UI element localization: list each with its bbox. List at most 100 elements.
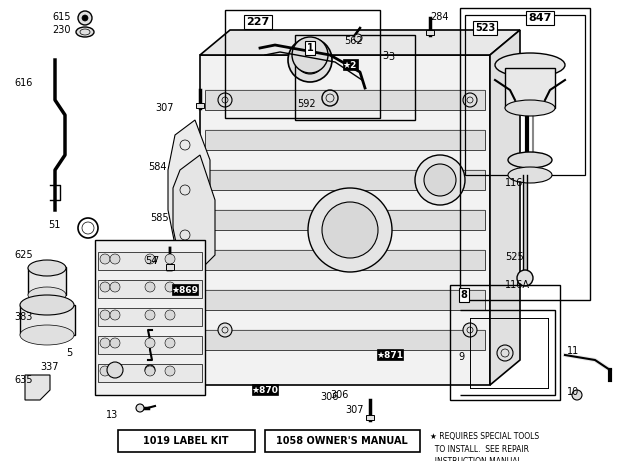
Ellipse shape: [28, 260, 66, 276]
Text: 523: 523: [475, 23, 495, 33]
Circle shape: [165, 254, 175, 264]
Circle shape: [308, 188, 392, 272]
Bar: [95, 240, 205, 395]
Bar: [205, 130, 485, 150]
Circle shape: [572, 390, 582, 400]
Circle shape: [145, 366, 155, 376]
Circle shape: [218, 93, 232, 107]
Circle shape: [145, 365, 155, 375]
Circle shape: [145, 338, 155, 348]
Circle shape: [218, 323, 232, 337]
Text: 306: 306: [330, 390, 348, 400]
Ellipse shape: [508, 167, 552, 183]
Circle shape: [107, 362, 123, 378]
Text: 5: 5: [66, 348, 73, 358]
Text: ★ REQUIRES SPECIAL TOOLS
  TO INSTALL.  SEE REPAIR
  INSTRUCTION MANUAL.: ★ REQUIRES SPECIAL TOOLS TO INSTALL. SEE…: [430, 432, 539, 461]
Polygon shape: [200, 30, 520, 55]
Ellipse shape: [495, 53, 565, 77]
Bar: [118, 430, 255, 452]
Text: 1019 LABEL KIT: 1019 LABEL KIT: [143, 436, 229, 446]
Bar: [98, 336, 202, 354]
Circle shape: [292, 37, 328, 73]
Bar: [205, 170, 485, 190]
Text: 3: 3: [382, 51, 388, 61]
Circle shape: [82, 15, 88, 21]
Circle shape: [165, 282, 175, 292]
Circle shape: [145, 282, 155, 292]
Bar: [98, 280, 202, 298]
Circle shape: [100, 338, 110, 348]
Circle shape: [110, 282, 120, 292]
Bar: [366, 415, 374, 420]
Circle shape: [463, 323, 477, 337]
Text: 54: 54: [145, 256, 157, 266]
Bar: [20, 305, 75, 335]
Bar: [166, 264, 174, 270]
Text: ★2: ★2: [343, 60, 357, 70]
Text: 562: 562: [344, 36, 363, 46]
Polygon shape: [168, 120, 210, 255]
Polygon shape: [173, 155, 215, 270]
Polygon shape: [490, 30, 520, 385]
Circle shape: [296, 46, 324, 74]
Circle shape: [136, 404, 144, 412]
Text: 307: 307: [155, 103, 174, 113]
Text: 13: 13: [106, 410, 118, 420]
Text: 9: 9: [458, 352, 464, 362]
Bar: [342, 59, 358, 71]
Circle shape: [145, 310, 155, 320]
Bar: [205, 250, 485, 270]
Circle shape: [110, 366, 120, 376]
Ellipse shape: [505, 100, 555, 116]
Ellipse shape: [28, 287, 66, 303]
Text: 592: 592: [297, 99, 316, 109]
Bar: [295, 35, 415, 120]
Text: 585: 585: [150, 213, 169, 223]
Bar: [98, 252, 202, 270]
Polygon shape: [25, 375, 50, 400]
Text: 306: 306: [320, 392, 339, 402]
Text: 1058 OWNER'S MANUAL: 1058 OWNER'S MANUAL: [276, 436, 408, 446]
Bar: [200, 55, 490, 385]
Text: 1: 1: [307, 43, 313, 53]
Text: 525: 525: [505, 252, 524, 262]
Bar: [426, 30, 434, 35]
Text: 616: 616: [14, 78, 32, 88]
Ellipse shape: [20, 325, 74, 345]
Text: 10: 10: [567, 387, 579, 397]
Text: ★869: ★869: [172, 285, 198, 295]
Text: 1: 1: [305, 46, 311, 56]
Circle shape: [145, 254, 155, 264]
Text: 383: 383: [14, 312, 32, 322]
Bar: [225, 10, 380, 118]
Circle shape: [165, 366, 175, 376]
Text: 307: 307: [345, 405, 363, 415]
Bar: [98, 308, 202, 326]
Circle shape: [100, 366, 110, 376]
Text: 116: 116: [505, 178, 523, 188]
Text: 635: 635: [14, 375, 32, 385]
Circle shape: [110, 254, 120, 264]
Bar: [252, 384, 278, 396]
Bar: [465, 15, 585, 175]
Circle shape: [424, 164, 456, 196]
Text: 615: 615: [52, 12, 71, 22]
Text: 3: 3: [388, 52, 394, 62]
Bar: [265, 430, 420, 452]
Circle shape: [415, 155, 465, 205]
Text: ★871: ★871: [376, 350, 404, 360]
Text: 230: 230: [52, 25, 71, 35]
Circle shape: [165, 310, 175, 320]
Text: 7: 7: [152, 256, 158, 266]
Circle shape: [100, 310, 110, 320]
Circle shape: [288, 38, 332, 82]
Text: ereplacementparts.com: ereplacementparts.com: [243, 225, 377, 235]
Text: 284: 284: [430, 12, 448, 22]
Bar: [205, 90, 485, 110]
Ellipse shape: [76, 27, 94, 37]
Text: 227: 227: [246, 17, 270, 27]
Circle shape: [100, 282, 110, 292]
Text: 51: 51: [48, 220, 60, 230]
Bar: [505, 68, 555, 108]
Bar: [172, 284, 198, 296]
